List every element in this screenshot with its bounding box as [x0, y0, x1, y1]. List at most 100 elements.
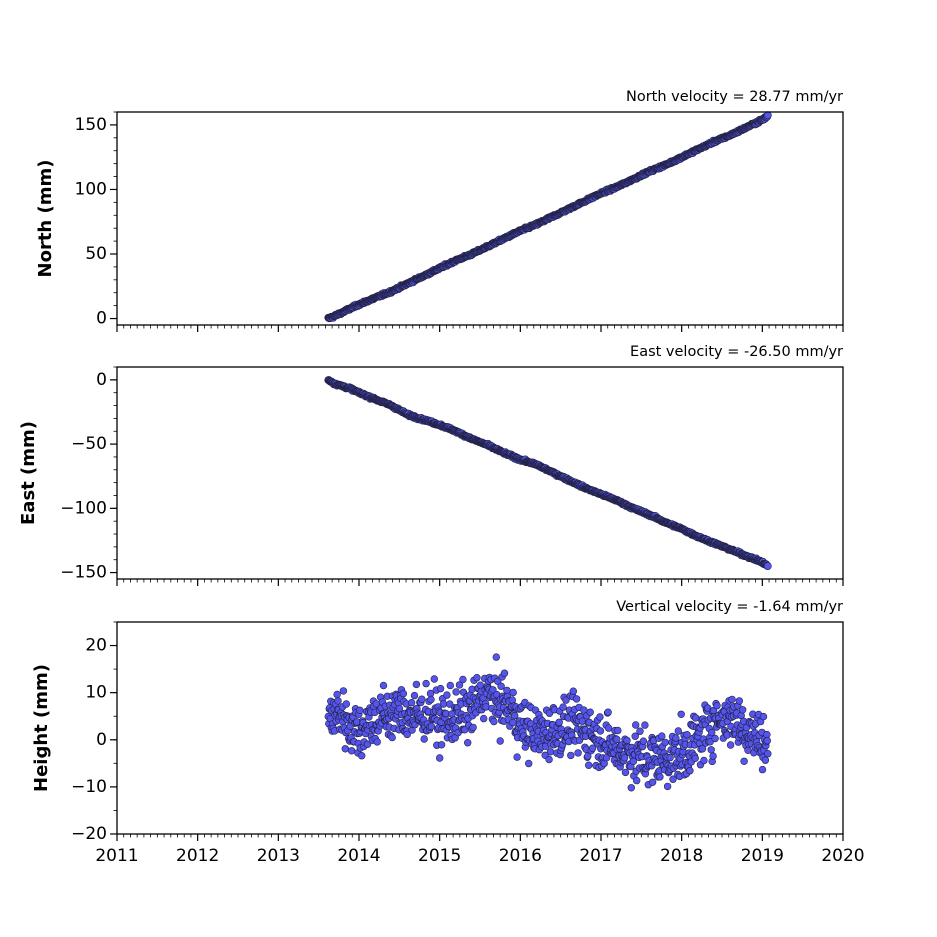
- height-ylabel: Height (mm): [31, 664, 52, 792]
- height-velocity-title: Vertical velocity = -1.64 mm/yr: [616, 599, 843, 615]
- height-data-point: [509, 718, 517, 727]
- height-data-point: [497, 682, 505, 690]
- north-velocity-title: North velocity = 28.77 mm/yr: [626, 89, 843, 105]
- height-data-point: [403, 730, 411, 739]
- height-data-point: [443, 691, 451, 699]
- height-data-point: [572, 695, 581, 703]
- height-y-tick-label: −10: [71, 777, 107, 797]
- height-data-point: [358, 751, 366, 760]
- height-data-point: [469, 723, 477, 732]
- height-data-point: [464, 738, 472, 747]
- height-data-point: [559, 703, 567, 711]
- height-data-point: [683, 730, 691, 739]
- height-data-point: [669, 775, 677, 783]
- north-ylabel: North (mm): [35, 160, 56, 278]
- height-data-point: [427, 695, 435, 704]
- height-data-point: [455, 681, 464, 689]
- height-data-point: [613, 735, 621, 744]
- height-data-point: [691, 754, 699, 762]
- height-data-point: [427, 722, 436, 731]
- height-data-point: [567, 751, 575, 760]
- height-data-point: [686, 766, 694, 775]
- north-y-tick-label: 100: [75, 179, 107, 199]
- height-data-point: [509, 688, 517, 697]
- height-data-point: [709, 752, 717, 760]
- height-data-point: [641, 721, 649, 729]
- height-data-point: [698, 744, 707, 753]
- height-data-point: [489, 686, 497, 694]
- height-data-point: [621, 768, 630, 777]
- height-data-point: [546, 748, 555, 756]
- height-data-point: [627, 784, 635, 792]
- height-data-point: [677, 710, 685, 718]
- height-data-point: [356, 706, 364, 714]
- height-data-point: [420, 735, 428, 743]
- height-data-point: [473, 673, 481, 682]
- height-data-point: [614, 726, 622, 735]
- height-data-point: [339, 687, 348, 695]
- height-data-point: [347, 747, 356, 755]
- x-tick-label: 2012: [176, 846, 219, 866]
- height-data-point: [496, 737, 504, 745]
- height-data-point: [500, 669, 509, 677]
- height-data-point: [373, 738, 381, 746]
- height-data-point: [388, 733, 396, 742]
- height-data-point: [620, 754, 629, 762]
- height-data-point: [410, 691, 419, 700]
- height-data-point: [395, 704, 404, 713]
- height-data-point: [545, 755, 553, 764]
- height-data-point: [439, 700, 448, 708]
- height-y-tick-label: 20: [85, 636, 107, 656]
- height-data-point: [658, 732, 666, 740]
- height-data-point: [524, 759, 533, 768]
- height-data-point: [636, 727, 644, 735]
- height-data-point: [713, 701, 721, 710]
- east-y-tick-label: −150: [60, 563, 107, 583]
- height-data-point: [436, 684, 445, 693]
- x-tick-label: 2019: [741, 846, 784, 866]
- height-data-point: [666, 753, 674, 762]
- height-data-point: [422, 679, 430, 688]
- east-velocity-title: East velocity = -26.50 mm/yr: [630, 344, 843, 360]
- height-data-point: [452, 688, 460, 696]
- x-tick-label: 2011: [95, 846, 138, 866]
- height-data-point: [629, 757, 637, 766]
- height-data-point: [418, 695, 426, 703]
- height-data-point: [761, 756, 770, 764]
- height-data-point: [333, 690, 341, 699]
- x-tick-label: 2015: [418, 846, 461, 866]
- height-data-point: [759, 712, 768, 721]
- height-data-point: [584, 752, 592, 760]
- height-data-point: [446, 681, 454, 690]
- height-y-tick-label: 0: [96, 730, 107, 750]
- height-data-point: [341, 745, 349, 753]
- height-data-point: [632, 776, 641, 785]
- height-data-point: [334, 697, 342, 705]
- height-data-point: [604, 708, 612, 716]
- height-data-point: [663, 782, 672, 791]
- height-data-point: [602, 754, 611, 762]
- height-data-point: [480, 714, 488, 723]
- height-y-tick-label: 10: [85, 683, 107, 703]
- height-data-point: [490, 717, 498, 726]
- east-y-tick-label: 0: [96, 370, 107, 390]
- height-data-point: [342, 700, 350, 708]
- height-data-point: [379, 681, 388, 690]
- height-data-point: [764, 749, 772, 758]
- height-data-point: [674, 727, 682, 735]
- height-data-point: [711, 734, 719, 743]
- height-data-point: [586, 708, 594, 716]
- height-data-point: [738, 706, 747, 714]
- height-data-point: [407, 698, 416, 707]
- north-axes-frame: [116, 111, 844, 326]
- height-data-point: [672, 734, 680, 742]
- height-data-point: [503, 686, 511, 695]
- x-tick-label: 2013: [257, 846, 300, 866]
- height-data-point: [446, 700, 454, 708]
- height-data-point: [728, 695, 736, 704]
- height-data-point: [661, 738, 669, 747]
- height-data-point: [623, 736, 631, 745]
- x-tick-label: 2014: [337, 846, 380, 866]
- height-data-point: [763, 736, 771, 745]
